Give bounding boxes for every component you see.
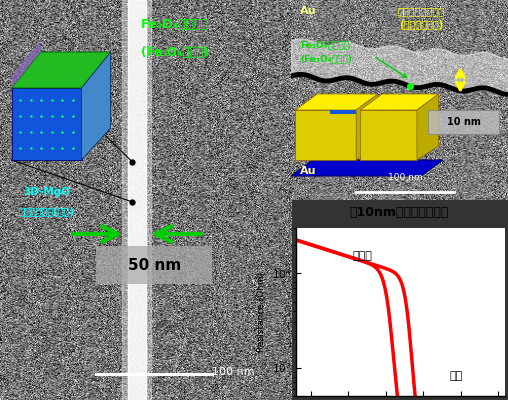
Bar [128, 0, 145, 400]
Text: テンプレート(模板): テンプレート(模板) [19, 207, 75, 217]
Text: 10 nm: 10 nm [447, 117, 481, 127]
Polygon shape [296, 94, 378, 110]
Text: Au: Au [300, 6, 316, 16]
FancyBboxPatch shape [96, 246, 212, 284]
Y-axis label: Resistance (Ohm): Resistance (Ohm) [257, 272, 266, 352]
Polygon shape [330, 110, 356, 114]
Polygon shape [356, 94, 378, 160]
Text: Au: Au [300, 166, 316, 176]
Polygon shape [417, 94, 438, 160]
Polygon shape [12, 40, 41, 88]
Text: Fe₃O₄ナノ細線: Fe₃O₄ナノ細線 [300, 40, 349, 49]
Text: 50 nm: 50 nm [128, 258, 181, 273]
Text: (纳米间隙电极): (纳米间隙电极) [399, 20, 443, 30]
Polygon shape [296, 110, 356, 160]
Text: ナノギャップ電極: ナノギャップ電極 [398, 6, 444, 16]
Text: Fe₃O₄ナノ細線: Fe₃O₄ナノ細線 [141, 18, 209, 30]
Text: 100 nm: 100 nm [388, 173, 422, 182]
Text: 在10nm空间的传导特性: 在10nm空间的传导特性 [350, 206, 449, 220]
Bar [145, 0, 151, 400]
FancyBboxPatch shape [428, 110, 499, 134]
Text: 3D-MgO: 3D-MgO [23, 187, 70, 197]
Text: 绝缘体: 绝缘体 [352, 251, 372, 261]
Text: 100 nm: 100 nm [212, 367, 255, 377]
Polygon shape [81, 52, 111, 160]
Polygon shape [361, 110, 417, 160]
Text: (Fe₃O₄纳米线): (Fe₃O₄纳米线) [141, 46, 208, 58]
Text: (Fe₃O₄纳米线): (Fe₃O₄纳米线) [300, 54, 352, 63]
Polygon shape [12, 88, 81, 160]
Text: 金属: 金属 [450, 371, 463, 381]
Bar [122, 0, 128, 400]
Polygon shape [12, 52, 111, 88]
Polygon shape [361, 94, 438, 110]
Polygon shape [291, 160, 443, 176]
